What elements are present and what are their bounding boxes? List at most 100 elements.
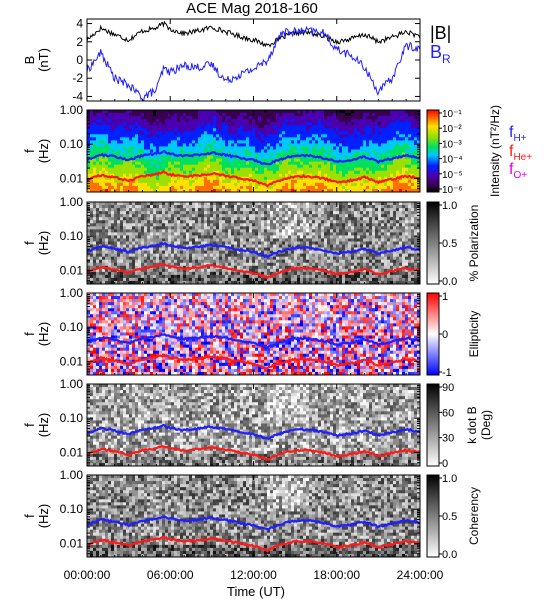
heatmap-cell bbox=[138, 226, 142, 230]
heatmap-cell bbox=[198, 214, 202, 218]
heatmap-cell bbox=[123, 235, 127, 239]
heatmap-cell bbox=[150, 113, 154, 117]
heatmap-cell bbox=[411, 146, 415, 150]
heatmap-cell bbox=[219, 161, 223, 166]
heatmap-cell bbox=[327, 170, 331, 175]
heatmap-cell bbox=[171, 146, 175, 150]
heatmap-cell bbox=[141, 268, 145, 273]
heatmap-cell bbox=[177, 238, 181, 242]
heatmap-cell bbox=[114, 119, 118, 123]
heatmap-cell bbox=[273, 128, 277, 132]
heatmap-cell bbox=[282, 274, 286, 279]
heatmap-cell bbox=[165, 122, 169, 126]
heatmap-cell bbox=[213, 229, 217, 233]
heatmap-cell bbox=[378, 113, 382, 117]
heatmap-cell bbox=[132, 185, 136, 190]
heatmap-cell bbox=[141, 247, 145, 251]
heatmap-cell bbox=[147, 170, 151, 175]
heatmap-cell bbox=[177, 167, 181, 172]
heatmap-cell bbox=[279, 134, 283, 138]
heatmap-cell bbox=[330, 125, 334, 129]
heatmap-cell bbox=[222, 232, 226, 236]
heatmap-cell bbox=[108, 238, 112, 242]
heatmap-cell bbox=[180, 113, 184, 117]
heatmap-cell bbox=[402, 167, 406, 172]
heatmap-cell bbox=[375, 122, 379, 126]
heatmap-cell bbox=[363, 167, 367, 172]
heatmap-cell bbox=[105, 223, 109, 227]
heatmap-cell bbox=[108, 179, 112, 184]
heatmap-cell bbox=[354, 116, 358, 120]
heatmap-cell bbox=[252, 226, 256, 230]
heatmap-cell bbox=[246, 265, 250, 270]
heatmap-cell bbox=[273, 217, 277, 221]
heatmap-cell bbox=[285, 131, 289, 135]
heatmap-cell bbox=[177, 271, 181, 276]
heatmap-cell bbox=[90, 131, 94, 135]
heatmap-cell bbox=[165, 182, 169, 187]
heatmap-cell bbox=[186, 179, 190, 184]
heatmap-cell bbox=[126, 277, 130, 282]
heatmap-cell bbox=[357, 146, 361, 150]
heatmap-cell bbox=[147, 220, 151, 224]
heatmap-cell bbox=[267, 128, 271, 132]
heatmap-cell bbox=[135, 232, 139, 236]
heatmap-cell bbox=[102, 253, 106, 258]
heatmap-cell bbox=[225, 170, 229, 175]
heatmap-cell bbox=[123, 161, 127, 166]
heatmap-cell bbox=[123, 167, 127, 172]
heatmap-cell bbox=[216, 185, 220, 190]
heatmap-cell bbox=[258, 176, 262, 181]
heatmap-cell bbox=[249, 274, 253, 279]
heatmap-cell bbox=[315, 170, 319, 175]
heatmap-cell bbox=[108, 182, 112, 187]
heatmap-cell bbox=[198, 161, 202, 166]
heatmap-cell bbox=[399, 110, 403, 114]
heatmap-cell bbox=[96, 161, 100, 166]
heatmap-cell bbox=[90, 185, 94, 190]
heatmap-cell bbox=[231, 140, 235, 144]
heatmap-cell bbox=[144, 113, 148, 117]
heatmap-cell bbox=[198, 140, 202, 144]
heatmap-cell bbox=[300, 167, 304, 172]
heatmap-cell bbox=[243, 274, 247, 279]
heatmap-cell bbox=[126, 274, 130, 279]
heatmap-cell bbox=[402, 137, 406, 141]
heatmap-cell bbox=[150, 125, 154, 129]
heatmap-cell bbox=[285, 256, 289, 261]
heatmap-cell bbox=[261, 131, 265, 135]
heatmap-cell bbox=[372, 119, 376, 123]
heatmap-cell bbox=[270, 164, 274, 169]
heatmap-cell bbox=[288, 167, 292, 172]
heatmap-cell bbox=[90, 256, 94, 261]
heatmap-cell bbox=[99, 137, 103, 141]
heatmap-cell bbox=[204, 161, 208, 166]
heatmap-cell bbox=[330, 122, 334, 126]
heatmap-cell bbox=[396, 161, 400, 166]
heatmap-cell bbox=[306, 143, 310, 147]
heatmap-cell bbox=[252, 164, 256, 169]
heatmap-cell bbox=[177, 140, 181, 144]
heatmap-cell bbox=[144, 131, 148, 135]
heatmap-cell bbox=[414, 110, 418, 114]
heatmap-cell bbox=[306, 128, 310, 132]
heatmap-cell bbox=[255, 170, 259, 175]
heatmap-cell bbox=[288, 119, 292, 123]
heatmap-cell bbox=[204, 140, 208, 144]
heatmap-cell bbox=[153, 202, 157, 206]
heatmap-cell bbox=[177, 146, 181, 150]
heatmap-cell bbox=[99, 235, 103, 239]
heatmap-cell bbox=[210, 140, 214, 144]
heatmap-cell bbox=[207, 238, 211, 242]
heatmap-cell bbox=[261, 185, 265, 190]
heatmap-cell bbox=[264, 125, 268, 129]
heatmap-cell bbox=[228, 179, 232, 184]
heatmap-cell bbox=[162, 164, 166, 169]
heatmap-cell bbox=[150, 122, 154, 126]
heatmap-cell bbox=[177, 208, 181, 212]
heatmap-cell bbox=[234, 167, 238, 172]
heatmap-cell bbox=[219, 182, 223, 187]
heatmap-cell bbox=[345, 164, 349, 169]
heatmap-cell bbox=[192, 277, 196, 282]
heatmap-cell bbox=[405, 170, 409, 175]
